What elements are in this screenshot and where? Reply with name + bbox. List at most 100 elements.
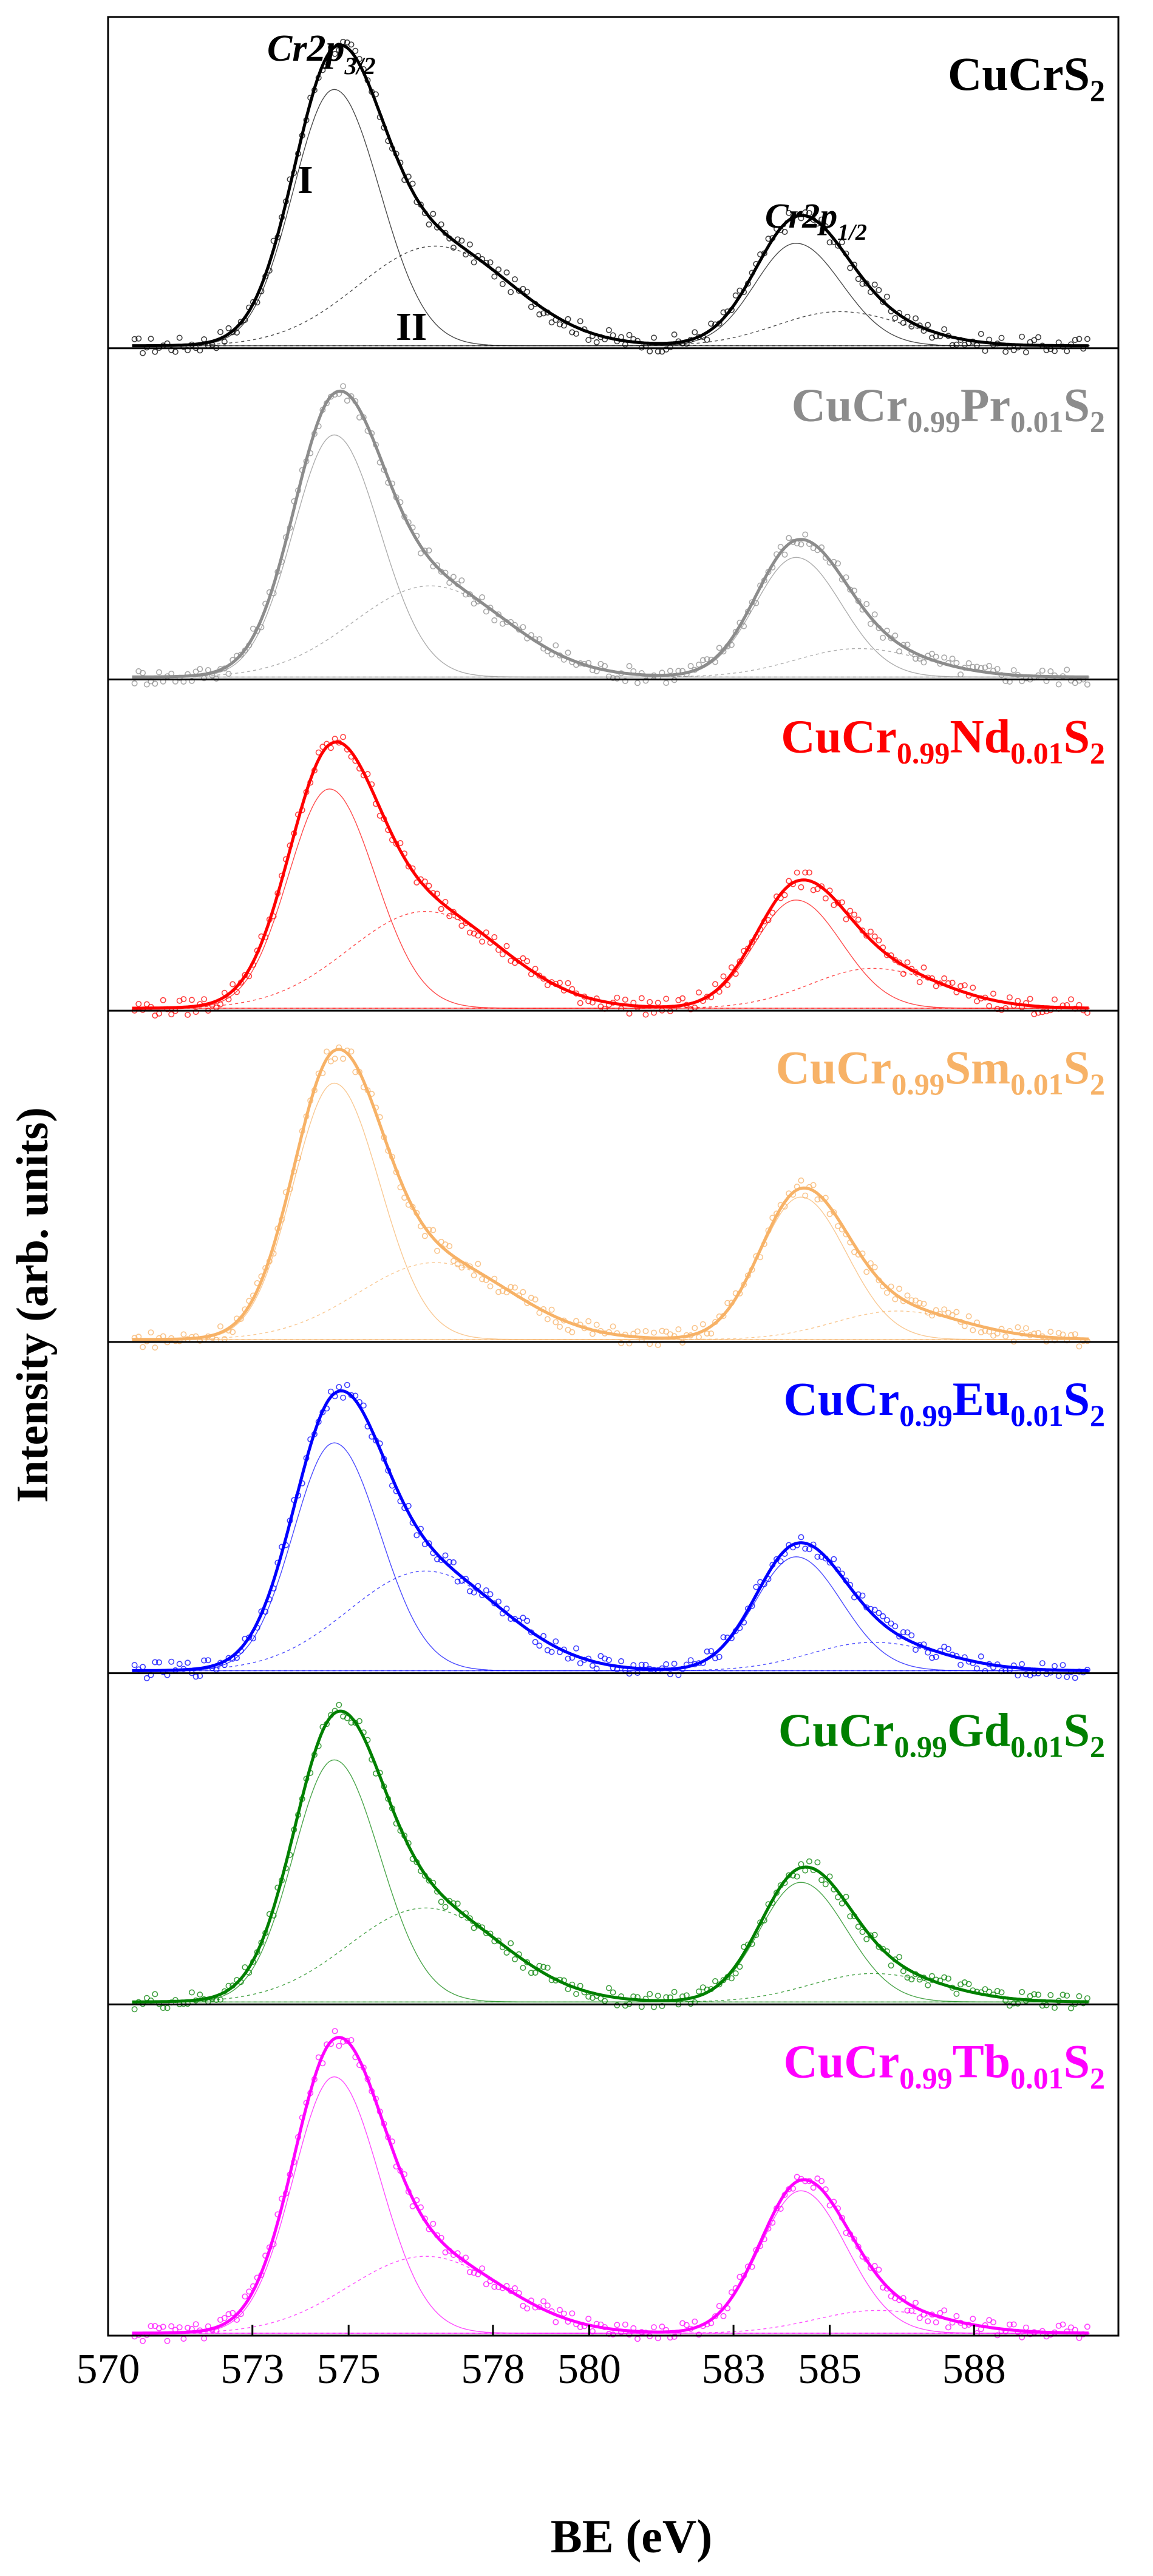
data-point <box>511 2285 518 2291</box>
data-point <box>1015 2328 1021 2335</box>
data-point <box>986 1003 993 1009</box>
data-point <box>499 1287 506 1294</box>
data-point <box>372 1104 379 1111</box>
data-point <box>446 1243 453 1250</box>
data-point <box>1010 667 1017 674</box>
data-point <box>835 1894 842 1900</box>
data-point <box>520 285 526 292</box>
data-point <box>250 2283 256 2290</box>
data-point <box>953 2313 960 2319</box>
data-point <box>786 209 792 216</box>
data-point <box>622 678 628 685</box>
data-point <box>765 569 772 575</box>
data-point <box>867 1605 874 1612</box>
data-point <box>990 991 997 997</box>
data-point <box>176 1661 183 1667</box>
data-point <box>630 1000 637 1006</box>
data-point <box>880 299 886 305</box>
data-point <box>282 856 289 863</box>
data-point <box>843 1578 849 1584</box>
data-point <box>920 2311 927 2318</box>
data-point <box>908 966 915 972</box>
data-point <box>880 634 886 641</box>
data-point <box>409 180 416 187</box>
data-point <box>871 933 878 940</box>
data-point <box>614 994 621 1001</box>
data-point <box>1019 1004 1025 1011</box>
data-point <box>532 636 539 643</box>
data-point <box>385 1467 392 1474</box>
data-point <box>761 577 767 584</box>
panel-label: CuCr0.99Pr0.01S2 <box>792 379 1105 439</box>
data-point <box>880 1613 886 1619</box>
data-point <box>908 2308 915 2314</box>
data-point <box>618 670 625 677</box>
data-point <box>230 329 236 336</box>
data-point <box>524 1300 531 1306</box>
data-point <box>242 1964 248 1971</box>
data-point <box>602 1330 608 1337</box>
data-point <box>855 1251 862 1258</box>
data-point <box>479 938 486 945</box>
data-point <box>814 886 821 892</box>
data-point <box>871 1931 878 1938</box>
data-point <box>201 675 208 682</box>
data-point <box>1084 2323 1090 2330</box>
data-point <box>372 441 379 448</box>
data-point <box>614 1330 621 1337</box>
data-point <box>397 2168 404 2174</box>
data-point <box>798 884 804 890</box>
data-point <box>336 390 342 397</box>
data-point <box>434 1888 440 1895</box>
data-point <box>356 1069 362 1076</box>
data-point <box>679 1993 686 2000</box>
data-point <box>692 1324 698 1331</box>
x-tick-label-575: 575 <box>317 2346 381 2393</box>
data-point <box>724 1635 731 1641</box>
data-point <box>859 2253 866 2260</box>
data-point <box>1002 1998 1009 2004</box>
data-point <box>266 589 273 595</box>
data-point <box>994 1330 1001 1337</box>
data-point <box>299 467 305 473</box>
data-point <box>421 209 428 216</box>
data-point <box>699 334 706 341</box>
data-point <box>520 2302 526 2309</box>
data-point <box>802 209 809 215</box>
data-point <box>197 1991 203 1998</box>
panel-cucrtb2: CuCr0.99Tb0.01S2 <box>108 2003 1118 2344</box>
data-point <box>553 1977 559 1984</box>
data-point <box>315 2054 322 2061</box>
data-point <box>769 1562 776 1568</box>
data-point <box>626 1340 633 1347</box>
data-point <box>258 933 265 940</box>
data-point <box>1039 1660 1046 1667</box>
data-point <box>835 1566 842 1573</box>
data-point <box>287 1186 293 1193</box>
data-point <box>483 608 489 615</box>
data-point <box>319 407 326 413</box>
data-point <box>602 2324 608 2331</box>
data-point <box>818 883 825 890</box>
data-point <box>233 329 240 336</box>
data-point <box>720 309 727 316</box>
data-point <box>769 909 776 916</box>
data-point <box>961 2323 968 2330</box>
data-point <box>560 987 567 994</box>
data-point <box>205 2323 211 2330</box>
data-point <box>381 1783 387 1790</box>
data-point <box>585 1318 592 1324</box>
data-point <box>614 1666 621 1673</box>
data-point <box>1039 1009 1046 1015</box>
data-point <box>663 2327 670 2333</box>
data-point <box>376 1769 383 1776</box>
data-point <box>622 1331 628 1338</box>
data-point <box>520 1965 526 1971</box>
data-point <box>986 663 993 669</box>
data-point <box>466 241 473 248</box>
data-point <box>242 647 248 654</box>
data-point <box>188 1334 195 1340</box>
data-point <box>757 251 764 258</box>
component-curve-component-ii-2p1-2 <box>132 1310 1090 1340</box>
data-point <box>712 321 719 328</box>
